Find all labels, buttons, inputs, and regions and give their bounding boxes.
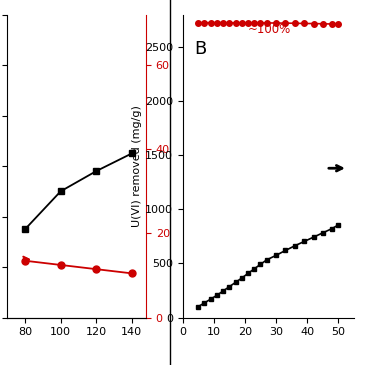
Text: B: B [195, 40, 207, 58]
Y-axis label: U (VI) removal efficiency (%): U (VI) removal efficiency (%) [288, 91, 298, 241]
Y-axis label: U(VI) removed (mg/g): U(VI) removed (mg/g) [132, 105, 142, 227]
Text: ~100%: ~100% [248, 23, 291, 36]
